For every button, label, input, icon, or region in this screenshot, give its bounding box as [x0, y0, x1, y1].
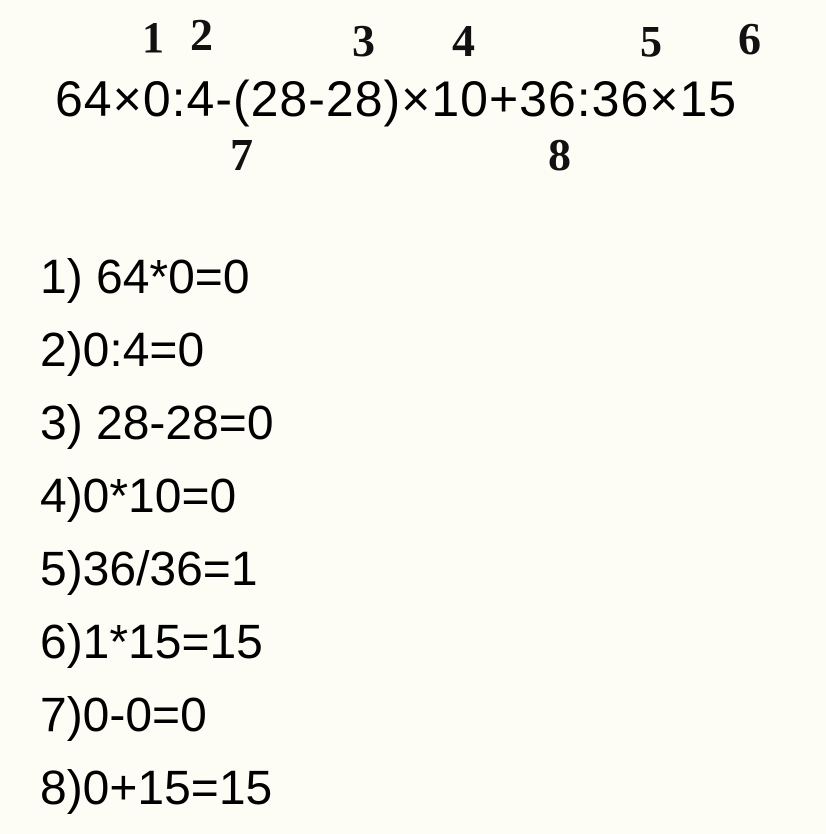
- step-2: 2)0:4=0: [40, 323, 274, 378]
- order-annotation-1: 1: [142, 12, 164, 63]
- step-8: 8)0+15=15: [40, 761, 274, 816]
- steps-list: 1) 64*0=0 2)0:4=0 3) 28-28=0 4)0*10=0 5)…: [40, 250, 274, 834]
- order-annotation-5: 5: [640, 16, 662, 67]
- order-annotation-6: 6: [738, 12, 761, 65]
- step-4: 4)0*10=0: [40, 469, 274, 524]
- step-3: 3) 28-28=0: [40, 396, 274, 451]
- step-1: 1) 64*0=0: [40, 250, 274, 305]
- step-6: 6)1*15=15: [40, 615, 274, 670]
- order-annotation-4: 4: [452, 14, 475, 67]
- step-7: 7)0-0=0: [40, 688, 274, 743]
- order-annotation-3: 3: [352, 14, 375, 67]
- order-annotation-2: 2: [190, 8, 213, 61]
- order-annotation-8: 8: [548, 128, 571, 181]
- order-annotation-7: 7: [230, 128, 253, 181]
- worksheet-page: 64×0:4-(28-28)×10+36:36×15 1 2 3 4 5 6 7…: [0, 0, 826, 818]
- main-expression: 64×0:4-(28-28)×10+36:36×15: [55, 70, 737, 128]
- step-5: 5)36/36=1: [40, 542, 274, 597]
